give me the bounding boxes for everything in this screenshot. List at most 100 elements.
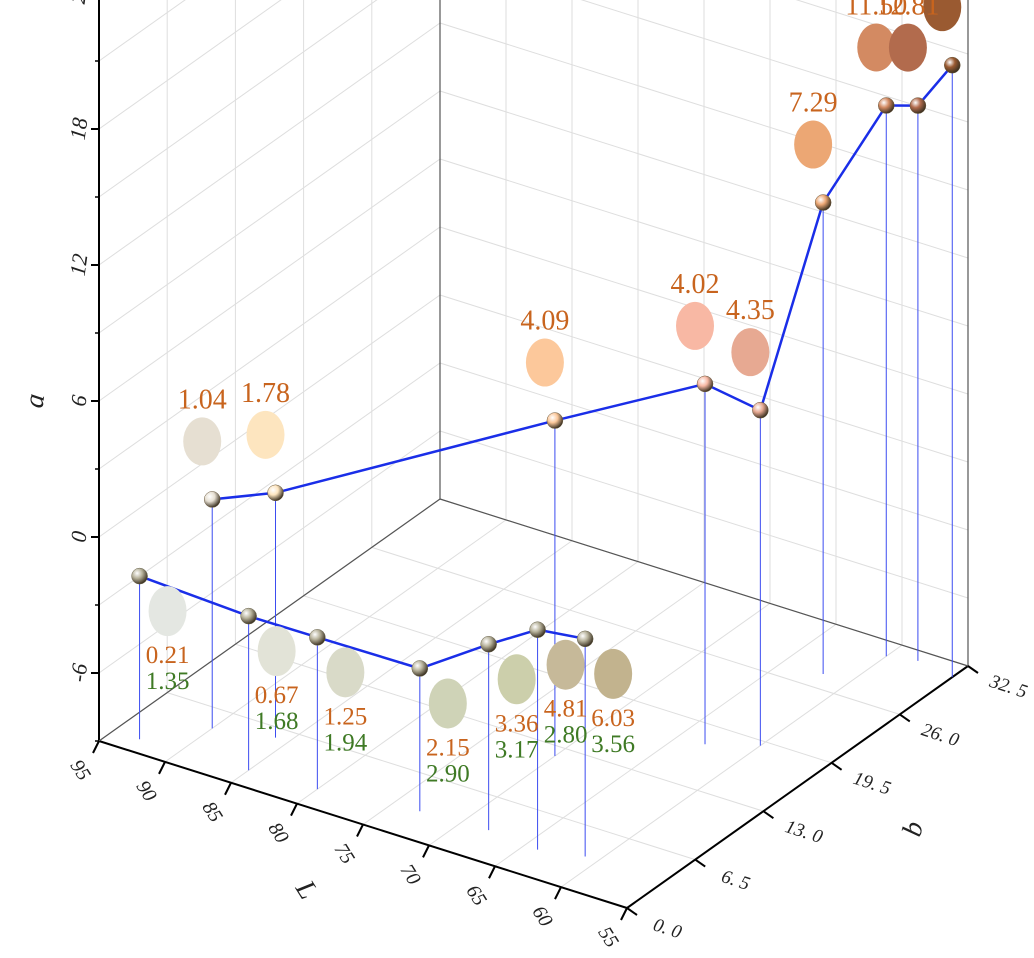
tick-label-l: 55 — [594, 923, 623, 952]
data-point-sphere — [131, 567, 148, 585]
color-swatch — [546, 639, 585, 690]
grid-line-back-a — [98, 90, 441, 334]
tick-label-a: -6 — [65, 662, 92, 684]
data-label: 7.29 — [789, 88, 838, 119]
chart-axes: -6 0 6 12 18 24 a 95 90 85 80 75 70 65 60 55 L 0. 0 6. 5 13… — [19, 0, 1030, 952]
data-label-secondary: 1.35 — [146, 668, 190, 695]
chart-grid — [98, 0, 969, 909]
data-label: 1.78 — [241, 378, 290, 409]
grid-line-floor-b — [371, 546, 900, 715]
axis-title-a: a — [19, 392, 52, 410]
tick-l — [92, 740, 100, 754]
axis-title-l: L — [289, 874, 324, 904]
axis-title-b: b — [897, 818, 931, 840]
grid-line-floor-l — [560, 644, 903, 888]
data-label-secondary: 3.56 — [591, 731, 635, 758]
data-label-secondary: 1.68 — [255, 708, 299, 735]
data-point-sphere — [814, 194, 832, 211]
tick-label-l: 70 — [396, 860, 425, 889]
tick-b — [831, 761, 843, 771]
grid-line-floor-l — [164, 519, 507, 763]
grid-line-floor-b — [167, 692, 696, 861]
data-label: 4.35 — [726, 295, 775, 326]
grid-line-back-a — [98, 226, 441, 470]
axis-line-b — [626, 665, 969, 909]
tick-b — [967, 665, 979, 674]
tick-b — [694, 858, 706, 868]
data-label: 6.03 — [591, 705, 635, 732]
tick-l — [356, 824, 364, 837]
data-label: 2.15 — [426, 734, 470, 761]
data-label-secondary: 2.90 — [426, 760, 470, 787]
grid-line-floor-l — [428, 602, 771, 846]
color-swatch — [246, 410, 285, 459]
tick-l — [488, 865, 496, 879]
tick-label-b: 6. 5 — [719, 866, 753, 895]
grid-line-back-a — [98, 362, 441, 606]
tick-label-b: 0. 0 — [651, 915, 685, 944]
box-edge — [98, 498, 441, 742]
grid-line-floor-l — [362, 582, 705, 825]
color-swatch — [428, 678, 467, 729]
tick-label-l: 90 — [132, 777, 161, 806]
color-swatch — [794, 120, 833, 169]
data-label: 11.50 — [845, 0, 907, 21]
grid-line-back-a — [98, 430, 441, 674]
tick-l — [620, 907, 628, 921]
data-label-secondary: 2.80 — [544, 722, 588, 749]
data-point-sphere — [696, 375, 714, 393]
tick-label-l: 95 — [66, 756, 95, 785]
data-points — [131, 56, 961, 677]
data-label-secondary: 1.94 — [323, 729, 367, 756]
tick-label-b: 19. 5 — [851, 768, 894, 800]
tick-l — [290, 803, 298, 817]
tick-label-a: 24 — [65, 0, 93, 5]
tick-label-b: 32. 5 — [986, 671, 1030, 703]
data-label: 1.04 — [178, 384, 227, 415]
tick-label-b: 26. 0 — [919, 719, 962, 751]
data-label: 12.81 — [876, 0, 939, 22]
color-swatch — [857, 23, 896, 72]
data-point-sphere — [576, 630, 594, 648]
data-point-sphere — [546, 412, 564, 429]
data-label: 0.21 — [146, 642, 190, 669]
data-point-sphere — [240, 607, 257, 625]
data-label: 4.09 — [520, 306, 569, 337]
tick-label-a: 12 — [65, 252, 93, 277]
grid-line-back-a — [98, 0, 378, 198]
color-swatch — [525, 338, 564, 387]
tick-l — [158, 761, 166, 775]
data-point-sphere — [944, 56, 961, 74]
color-swatch — [148, 586, 187, 637]
data-point-sphere — [752, 401, 769, 419]
data-point-sphere — [203, 491, 221, 508]
color-swatch — [676, 301, 715, 350]
data-labels: 1.041.784.094.024.357.2911.5012.8115.790… — [146, 0, 940, 787]
tick-label-l: 65 — [462, 881, 491, 910]
box-edge — [439, 498, 969, 667]
tick-label-b: 13. 0 — [782, 816, 825, 848]
tick-label-a: 6 — [65, 393, 91, 407]
tick-l — [554, 886, 562, 900]
grid-line-back-a — [98, 0, 282, 130]
grid-line-back-a — [98, 158, 441, 402]
color-swatch — [326, 647, 365, 698]
data-point-sphere — [480, 636, 497, 653]
tick-label-l: 60 — [528, 902, 557, 931]
data-point-sphere — [411, 660, 429, 677]
tick-label-l: 80 — [264, 819, 293, 848]
color-swatch — [731, 328, 770, 377]
tick-l — [224, 782, 232, 796]
tick-label-l: 85 — [198, 798, 227, 827]
grid-line-floor-b — [235, 643, 764, 812]
data-point-sphere — [878, 97, 895, 114]
data-label: 1.25 — [323, 703, 367, 730]
tick-label-a: 18 — [65, 116, 93, 141]
data-point-sphere — [909, 97, 927, 114]
series-line — [212, 64, 954, 501]
grid-line-floor-l — [494, 623, 837, 867]
grid-line-floor-l — [296, 561, 639, 805]
drop-lines — [139, 65, 953, 857]
color-swatches — [148, 0, 962, 729]
